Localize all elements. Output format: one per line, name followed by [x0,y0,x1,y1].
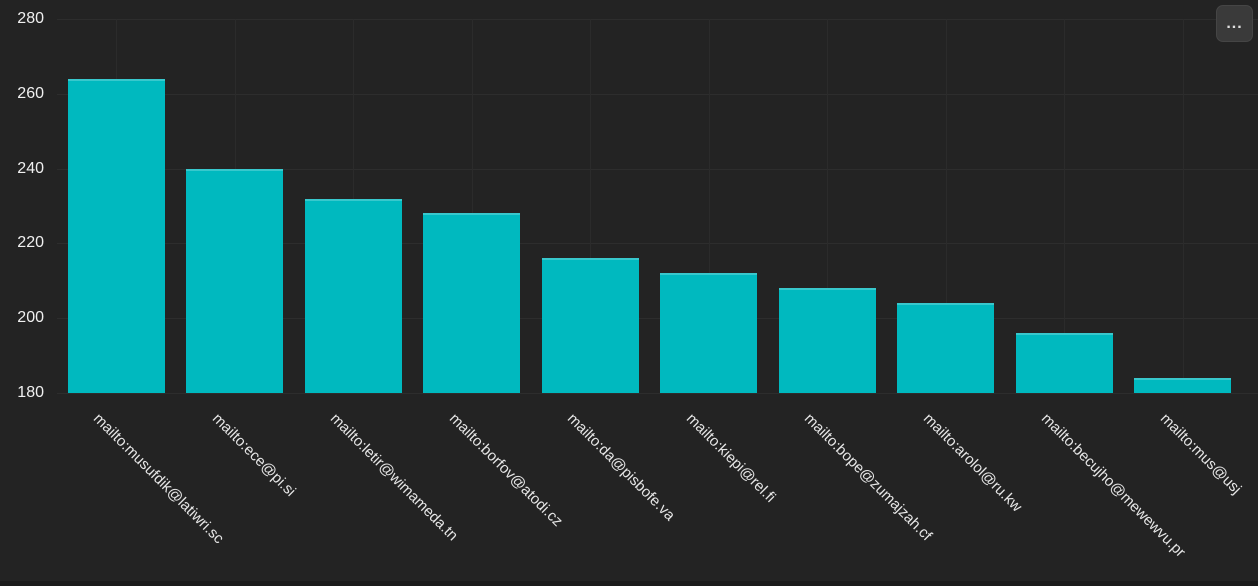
x-axis-category-label: mailto:becujho@mewewvu.pr [1037,410,1189,561]
bar[interactable] [68,78,165,393]
bar[interactable] [779,288,876,393]
y-axis-tick-label: 220 [17,234,44,252]
bar[interactable] [660,273,757,393]
v-gridline [472,19,473,393]
x-axis-category-label: mailto:bope@zumajzah.cf [800,410,936,545]
panel-bottom-edge [0,581,1258,586]
v-gridline [827,19,828,393]
h-gridline [57,93,1258,95]
v-gridline [946,19,947,393]
y-axis-tick-label: 280 [17,10,44,27]
panel-more-options-button[interactable]: ... [1216,5,1253,42]
x-axis-category-label: mailto:musufdik@latiwri.sc [89,410,228,548]
x-axis-category-label: mailto:letir@wimameda.tn [326,410,462,545]
x-axis-category-label: mailto:kiepi@rel.fi [682,410,779,506]
bar[interactable] [542,258,639,393]
v-gridline [590,19,591,393]
x-axis-category-label: mailto:da@pisbofe.va [563,410,679,525]
h-gridline [57,318,1258,320]
x-axis-category-label: mailto:arolol@ru.kw [919,410,1026,516]
v-gridline [709,19,710,393]
x-axis-category-label: mailto:borfov@atodi.cz [445,410,567,531]
y-axis-tick-label: 260 [17,84,44,102]
h-gridline [57,393,1258,394]
x-axis-category-label: mailto:mus@usj [1156,410,1245,498]
bar[interactable] [1134,378,1231,393]
bar[interactable] [423,213,520,393]
bar[interactable] [1016,333,1113,393]
bar[interactable] [186,168,283,393]
y-axis-tick-label: 200 [17,309,44,327]
v-gridline [1183,19,1184,393]
h-gridline [57,243,1258,245]
x-axis-category-label: mailto:ece@pi.si [208,410,299,501]
bar[interactable] [305,198,402,393]
h-gridline [57,19,1258,20]
y-axis-tick-label: 240 [17,159,44,177]
y-axis-tick-label: 180 [17,384,44,401]
v-gridline [1064,19,1065,393]
bar[interactable] [897,303,994,393]
h-gridline [57,168,1258,170]
